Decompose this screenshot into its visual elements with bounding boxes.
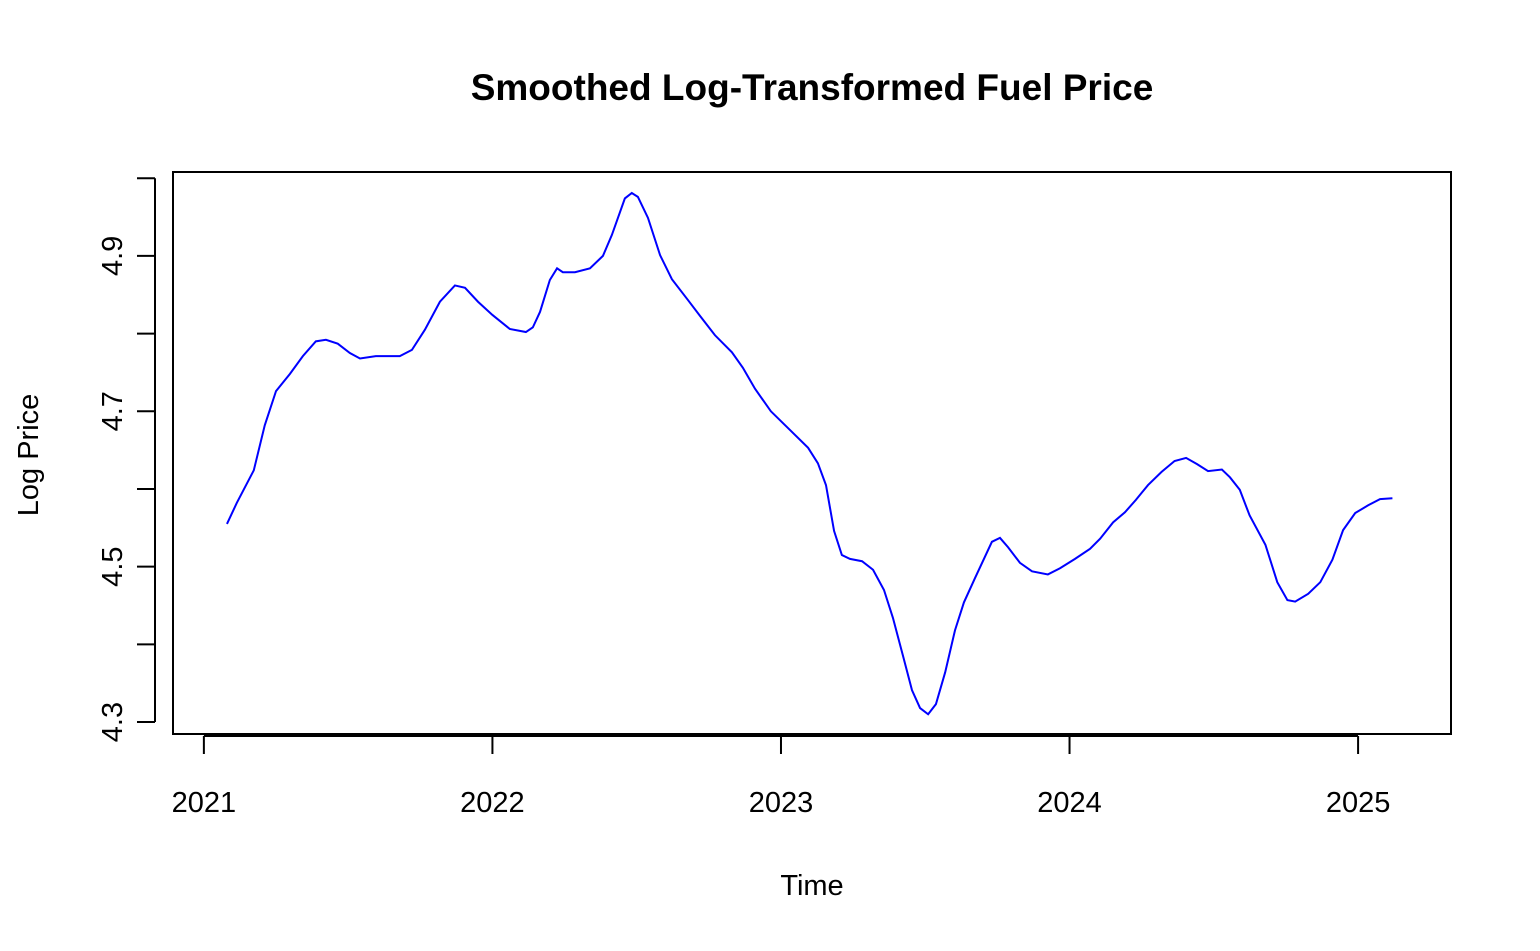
y-tick-label: 4.5 (97, 546, 129, 586)
x-tick-label: 2024 (1037, 787, 1102, 819)
x-tick-label: 2025 (1326, 787, 1391, 819)
x-tick-label: 2021 (172, 787, 237, 819)
x-tick-label: 2023 (749, 787, 814, 819)
y-axis-label: Log Price (13, 394, 45, 517)
y-tick-label: 4.7 (97, 391, 129, 431)
x-axis-label: Time (780, 870, 843, 902)
y-tick-label: 4.9 (97, 236, 129, 276)
chart-title: Smoothed Log-Transformed Fuel Price (471, 67, 1154, 108)
data-line (226, 191, 1393, 716)
x-tick-label: 2022 (460, 787, 525, 819)
y-tick-label: 4.3 (97, 702, 129, 742)
plot-frame (172, 171, 1452, 735)
